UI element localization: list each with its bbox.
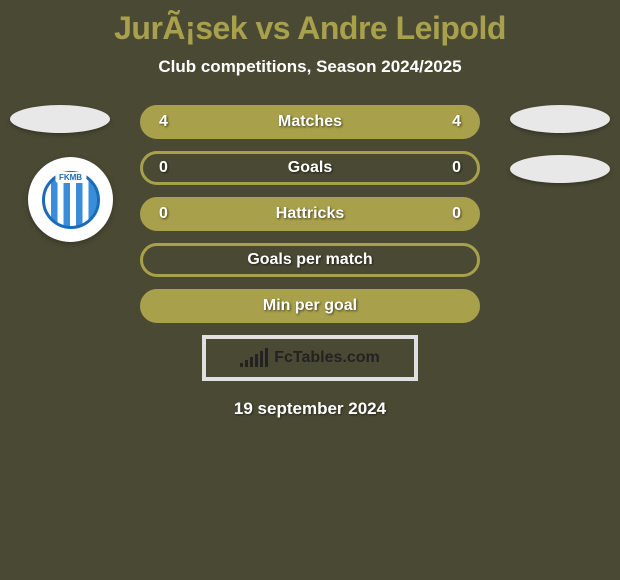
- footer-bar: [240, 363, 243, 367]
- stat-row: Min per goal: [140, 289, 480, 323]
- footer-brand-box: FcTables.com: [202, 335, 418, 381]
- footer-brand-text: FcTables.com: [274, 349, 380, 367]
- club-badge-label: FKMB: [55, 172, 86, 183]
- date-text: 19 september 2024: [0, 399, 620, 419]
- player-placeholder-right-2: [510, 155, 610, 183]
- footer-bar: [245, 360, 248, 367]
- stat-label: Goals: [288, 159, 332, 177]
- stats-column: 4 Matches 4 0 Goals 0 0 Hattricks 0 Goals per mat…: [140, 105, 480, 323]
- stat-value-left: 0: [159, 159, 179, 177]
- stat-label: Min per goal: [263, 297, 357, 315]
- footer-bar: [265, 348, 268, 367]
- stat-label: Hattricks: [276, 205, 344, 223]
- comparison-card: JurÃ¡sek vs Andre Leipold Club competiti…: [0, 0, 620, 419]
- stat-label: Matches: [278, 113, 342, 131]
- stat-value-left: 4: [159, 113, 179, 131]
- stat-value-right: 4: [441, 113, 461, 131]
- content-area: FKMB 4 Matches 4 0 Goals 0 0 Hattricks 0 Goals pe…: [0, 105, 620, 419]
- stat-row: 0 Goals 0: [140, 151, 480, 185]
- footer-bar: [255, 354, 258, 367]
- stat-label: Goals per match: [247, 251, 372, 269]
- club-badge-stripes: FKMB: [42, 171, 100, 229]
- footer-bar: [260, 351, 263, 367]
- stat-value-right: 0: [441, 159, 461, 177]
- player-placeholder-left: [10, 105, 110, 133]
- player-placeholder-right-1: [510, 105, 610, 133]
- footer-bar: [250, 357, 253, 367]
- stat-row: Goals per match: [140, 243, 480, 277]
- club-badge: FKMB: [28, 157, 113, 242]
- subtitle: Club competitions, Season 2024/2025: [0, 57, 620, 77]
- page-title: JurÃ¡sek vs Andre Leipold: [0, 10, 620, 47]
- stat-row: 4 Matches 4: [140, 105, 480, 139]
- stat-value-right: 0: [441, 205, 461, 223]
- footer-bars-icon: [240, 349, 268, 367]
- stat-value-left: 0: [159, 205, 179, 223]
- stat-row: 0 Hattricks 0: [140, 197, 480, 231]
